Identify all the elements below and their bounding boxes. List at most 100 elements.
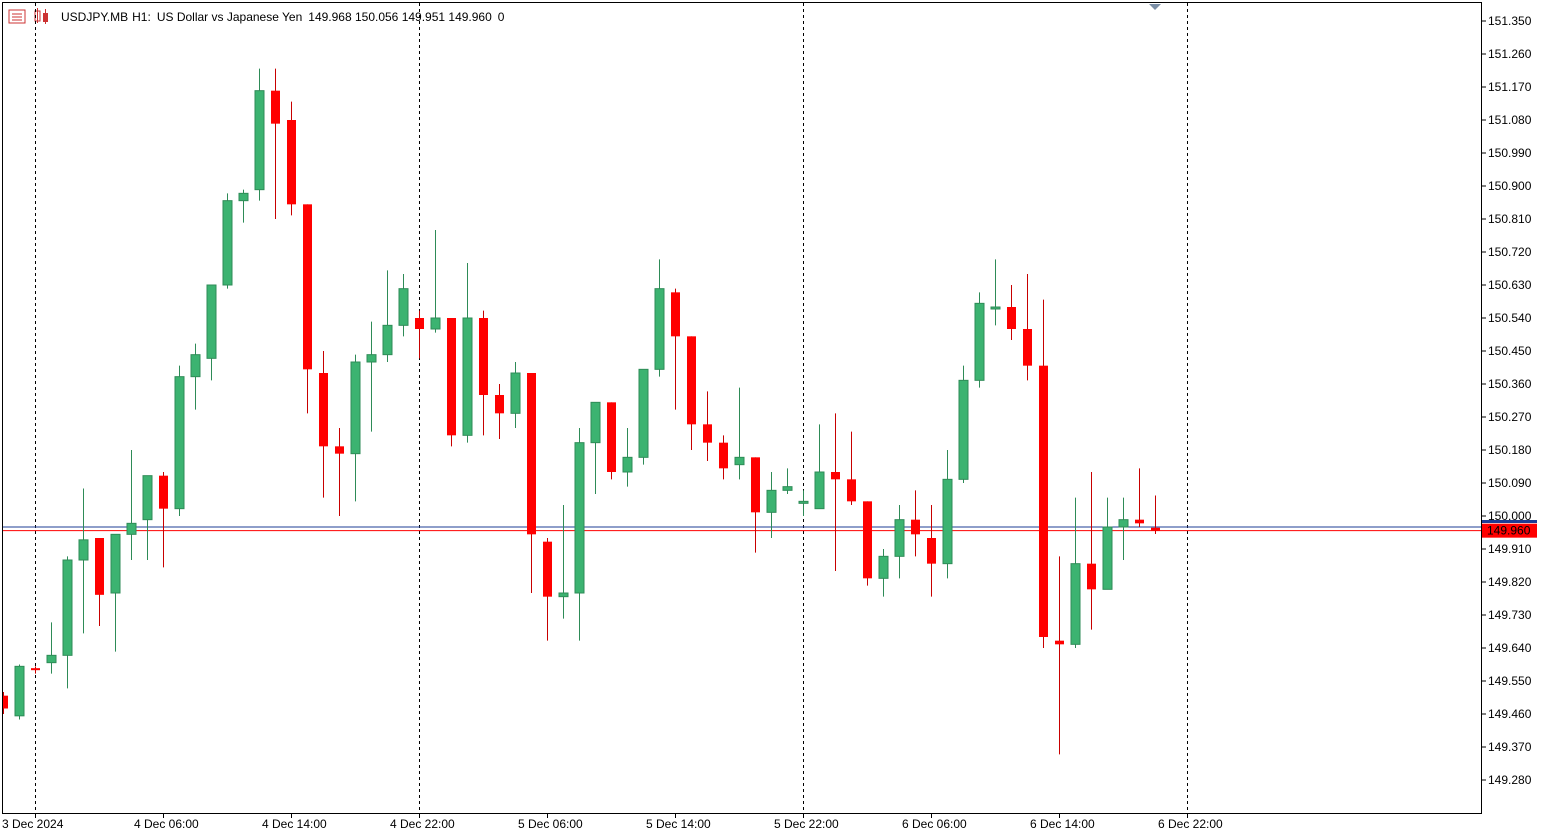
candle-body [382,324,393,356]
candle [254,68,265,201]
candle [527,373,536,593]
current-price-label: 149.960 [1487,524,1531,538]
candle-body [190,354,201,378]
candle [894,505,905,579]
candle [878,549,889,597]
candle-body [798,500,809,504]
candle [174,365,185,516]
candle [1023,274,1032,381]
time-tick-label: 6 Dec 14:00 [1030,817,1095,830]
candle [126,450,137,560]
candle-body [447,318,456,436]
candle [238,189,249,223]
candle [734,387,745,480]
candle [335,428,344,516]
candle [159,472,168,568]
shift-marker-icon[interactable] [1149,4,1161,10]
time-tick-label: 5 Dec 06:00 [518,817,583,830]
price-tick-label: 151.260 [1488,47,1532,61]
candle [479,310,488,436]
candle [958,365,969,483]
candle [590,401,601,494]
price-axis[interactable]: 151.350 151.260 151.170 151.080 150.990 150.9… [1481,3,1532,813]
chart-menu-icon[interactable] [8,9,26,24]
price-tick-label: 149.820 [1488,575,1532,589]
candle-body [894,519,905,557]
candle-body [1039,365,1048,637]
candle [1055,556,1064,755]
candle-body [687,336,696,425]
candle [447,318,456,447]
candle [303,204,312,414]
time-axis[interactable]: 3 Dec 2024 4 Dec 06:00 4 Dec 14:00 4 Dec 22… [2,813,1223,830]
candle-body [574,442,585,594]
candle [574,428,585,641]
current-price-tag: 149.960 [1482,520,1537,538]
candle-body [31,668,40,671]
candle [31,666,40,674]
candle-body [911,519,920,535]
candle-body [863,501,872,579]
candle [319,351,328,498]
candle [510,362,521,428]
candle-body [1007,307,1016,329]
candle-body [543,541,552,597]
candle-body [527,373,536,535]
candle [1135,468,1144,527]
candle-body [1023,329,1032,366]
candle-body [271,90,280,124]
candle [1070,497,1081,648]
candle [430,230,441,333]
candle-body [847,479,856,502]
candle [3,692,8,714]
candle [863,501,872,586]
candle [398,274,409,337]
time-tick-label: 4 Dec 06:00 [134,817,199,830]
candle [814,424,825,510]
candle [687,336,696,450]
candle-body [958,379,969,480]
candle-body [1070,563,1081,645]
time-tick-label: 5 Dec 22:00 [774,817,839,830]
candle-body [350,361,361,455]
candle-type-icon[interactable] [34,8,48,24]
price-tick-label: 150.000 [1488,509,1532,523]
candle-body [607,402,616,472]
candle [1118,497,1129,560]
candle [271,68,280,219]
candle [638,368,649,465]
candle-body [159,475,168,509]
candle [719,435,728,480]
candle-body [398,288,409,326]
candle [671,288,680,410]
candle-body [287,120,296,205]
price-tick-label: 149.910 [1488,542,1532,556]
candle-body [335,446,344,454]
candle-body [990,306,1001,310]
price-lines [3,526,1481,532]
candle-body [510,372,521,414]
price-tick-label: 150.360 [1488,377,1532,391]
candle-body [927,538,936,564]
price-tick-label: 150.180 [1488,443,1532,457]
candle-body [751,457,760,513]
header-timeframe: H1: [132,10,151,24]
candle-body [942,478,953,565]
candle-body [222,200,233,286]
candle-body [110,533,121,594]
candle-body [671,292,680,337]
candle [622,428,633,487]
candle-body [78,539,89,561]
price-tick-label: 149.370 [1488,740,1532,754]
candle-body [1102,526,1113,590]
candle [911,490,920,557]
candle [350,354,361,502]
candle [46,622,57,674]
price-tick-label: 150.990 [1488,146,1532,160]
candle [703,391,712,461]
candle [942,450,953,579]
candle [1102,497,1113,590]
